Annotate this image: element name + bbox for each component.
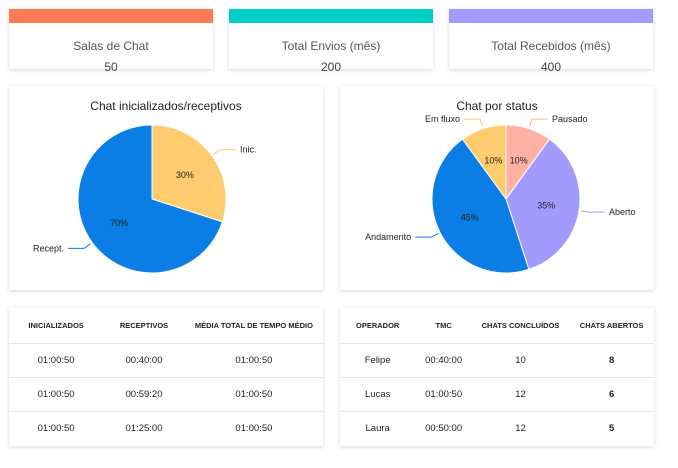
header-operador: OPERADOR (340, 308, 416, 344)
table-row: Felipe 00:40:00 10 8 (340, 343, 654, 378)
cell-tmc: 01:00:50 (415, 377, 472, 412)
stat-card-recebidos: Total Recebidos (mês) 400 (449, 9, 653, 74)
pie-slice-recept (77, 124, 224, 274)
stat-value: 50 (104, 60, 118, 74)
header-receptivos: RECEPTIVOS (103, 308, 185, 344)
times-table-card: INICIALIZADOS RECEPTIVOS MÉDIA TOTAL DE … (9, 308, 323, 446)
pie-slice-inic (151, 124, 227, 223)
pie-leader-line (415, 233, 439, 238)
pie-slice-andamento (431, 138, 530, 274)
pie-leader-line (529, 118, 548, 127)
cell-receptivos: 00:40:00 (103, 343, 185, 378)
cell-receptivos: 01:25:00 (125, 422, 163, 434)
cell-inicializados: 01:00:50 (9, 343, 104, 378)
stat-label: Total Envios (mês) (281, 39, 381, 53)
pie-leader-line (68, 243, 91, 249)
cell-operador: Lucas (340, 377, 416, 412)
stat-card-envios: Total Envios (mês) 200 (229, 9, 433, 74)
stat-accent-bar (229, 9, 433, 23)
chart-title: Chat inicializados/receptivos (90, 99, 242, 113)
cell-concluidos: 10 (471, 343, 570, 378)
times-table: INICIALIZADOS RECEPTIVOS MÉDIA TOTAL DE … (9, 308, 323, 445)
cell-operador: Felipe (340, 343, 416, 378)
pie-leader-line (213, 149, 236, 155)
table-row: 01:00:50 01:25:00 01:00:50 (9, 411, 323, 445)
table-header-row: INICIALIZADOS RECEPTIVOS MÉDIA TOTAL DE … (9, 308, 323, 344)
pie-category-label: Em fluxo (425, 114, 460, 124)
pie-slice-em-fluxo (461, 124, 507, 201)
pie-percent-label: 45% (461, 212, 479, 222)
cell-inicializados: 01:00:50 (37, 422, 75, 434)
pie-category-label: Pausado (552, 114, 588, 124)
table-row: 01:00:50 00:59:20 01:00:50 (9, 377, 323, 412)
stat-accent-bar (449, 9, 653, 23)
stat-value: 400 (540, 60, 562, 74)
cell-inicializados: 01:00:50 (9, 377, 104, 412)
pie-percent-label: 35% (537, 200, 555, 210)
header-chats-concluidos: CHATS CONCLUÍDOS (471, 308, 570, 344)
stat-label: Salas de Chat (73, 39, 149, 53)
pie-chart-init-recept: 30% Inic. 70% Recept. (33, 124, 257, 274)
chart-title: Chat por status (456, 99, 538, 113)
pie-percent-label: 10% (484, 155, 502, 165)
header-chats-abertos: CHATS ABERTOS (569, 308, 654, 344)
stat-accent-bar (9, 9, 213, 23)
header-media-total: MÉDIA TOTAL DE TEMPO MÉDIO (184, 308, 323, 344)
pie-category-label: Recept. (33, 243, 64, 253)
operators-table-card: OPERADOR TMC CHATS CONCLUÍDOS CHATS ABER… (340, 308, 654, 446)
cell-media: 01:00:50 (184, 377, 323, 412)
cell-tmc: 00:40:00 (415, 343, 472, 378)
table-row: Laura 00:50:00 12 5 (340, 411, 654, 445)
pie-slice-aberto (505, 138, 581, 271)
chart-card-status: Chat por status 10% Pausado 35% Aberto 45% An… (340, 86, 654, 290)
pie-percent-label: 30% (176, 170, 194, 180)
table-header-row: OPERADOR TMC CHATS CONCLUÍDOS CHATS ABER… (340, 308, 654, 344)
pie-category-label: Inic. (240, 145, 257, 155)
cell-tmc: 00:50:00 (425, 422, 463, 434)
table-row: Lucas 01:00:50 12 6 (340, 377, 654, 412)
stat-card-salas: Salas de Chat 50 (9, 9, 213, 74)
cell-operador: Laura (365, 422, 390, 434)
cell-concluidos: 12 (471, 377, 570, 412)
cell-receptivos: 00:59:20 (103, 377, 185, 412)
cell-concluidos: 12 (515, 422, 526, 434)
pie-percent-label: 10% (510, 155, 528, 165)
table-row: 01:00:50 00:40:00 01:00:50 (9, 343, 323, 378)
pie-category-label: Andamento (365, 232, 411, 242)
stat-label: Total Recebidos (mês) (491, 39, 611, 53)
operators-table: OPERADOR TMC CHATS CONCLUÍDOS CHATS ABER… (340, 308, 654, 445)
header-inicializados: INICIALIZADOS (9, 308, 104, 344)
chart-card-init-recept: Chat inicializados/receptivos 30% Inic. 70… (9, 86, 323, 290)
cell-abertos: 6 (569, 377, 654, 412)
cell-media: 01:00:50 (184, 343, 323, 378)
pie-chart-status: 10% Pausado 35% Aberto 45% Andamento 10% Em flu… (365, 114, 636, 274)
cell-abertos: 5 (608, 422, 615, 434)
pie-leader-line (580, 210, 605, 213)
pie-category-label: Aberto (609, 207, 636, 217)
pie-percent-label: 70% (110, 218, 128, 228)
cell-abertos: 8 (569, 343, 654, 378)
pie-leader-line (464, 118, 483, 127)
header-tmc: TMC (415, 308, 472, 344)
stat-value: 200 (320, 60, 342, 74)
cell-media: 01:00:50 (235, 422, 273, 434)
